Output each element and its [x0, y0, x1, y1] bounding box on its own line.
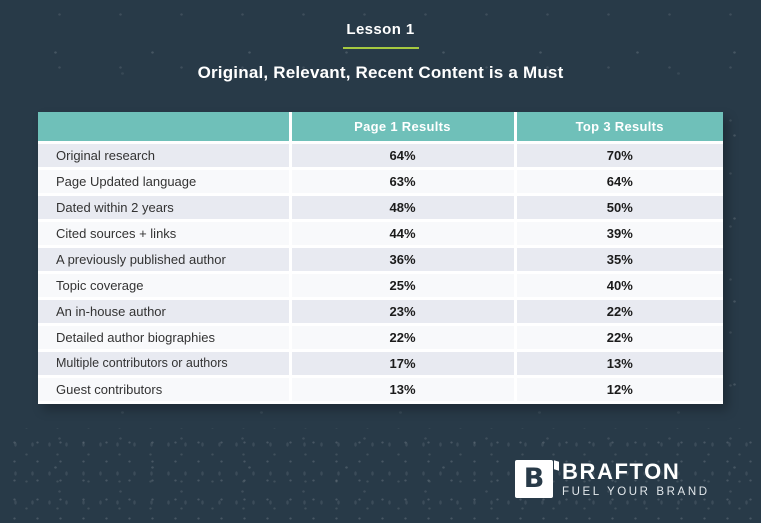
table-row: Topic coverage 25% 40%: [38, 272, 723, 300]
page-title: Original, Relevant, Recent Content is a …: [197, 63, 564, 82]
table-row: Page Updated language 63% 64%: [38, 168, 723, 196]
page1-value: 63%: [288, 168, 515, 196]
logo-letter: B: [523, 462, 545, 494]
page1-value: 36%: [288, 246, 515, 274]
page1-value: 44%: [288, 220, 515, 248]
row-label: An in-house author: [38, 298, 290, 326]
row-label: A previously published author: [38, 246, 290, 274]
top3-value: 12%: [513, 376, 723, 404]
page1-results-header: Page 1 Results: [288, 112, 515, 144]
logo-flag-icon: [554, 460, 559, 471]
table-row: A previously published author 36% 35%: [38, 246, 723, 274]
top3-value: 22%: [513, 298, 723, 326]
accent-underline: [342, 47, 419, 49]
top3-value: 13%: [513, 350, 723, 378]
page1-value: 13%: [288, 376, 515, 404]
page1-value: 23%: [288, 298, 515, 326]
row-label: Guest contributors: [38, 376, 290, 404]
top3-value: 64%: [513, 168, 723, 196]
page1-value: 22%: [288, 324, 515, 352]
table-row: Dated within 2 years 48% 50%: [38, 194, 723, 222]
lesson-label: Lesson 1: [346, 21, 415, 38]
top3-value: 70%: [513, 142, 723, 170]
row-label: Cited sources + links: [38, 220, 290, 248]
row-label: Original research: [38, 142, 290, 170]
page1-value: 64%: [288, 142, 515, 170]
table-row: Cited sources + links 44% 39%: [38, 220, 723, 248]
top3-value: 22%: [513, 324, 723, 352]
top3-value: 50%: [513, 194, 723, 222]
table-body: Original research 64% 70% Page Updated lang…: [38, 142, 723, 404]
row-label: Page Updated language: [38, 168, 290, 196]
top3-value: 40%: [513, 272, 723, 300]
brand-footer: B BRAFTON FUEL YOUR BRAND: [515, 460, 710, 499]
row-label: Dated within 2 years: [38, 194, 290, 222]
brand-tagline: FUEL YOUR BRAND: [562, 486, 710, 498]
row-label: Topic coverage: [38, 272, 290, 300]
page1-value: 17%: [288, 350, 515, 378]
table-row: Detailed author biographies 22% 22%: [38, 324, 723, 352]
page1-value: 25%: [288, 272, 515, 300]
brand-name: BRAFTON: [562, 459, 681, 484]
table-row: Guest contributors 13% 12%: [38, 376, 723, 404]
page1-value: 48%: [288, 194, 515, 222]
table-row: Original research 64% 70%: [38, 142, 723, 170]
top3-value: 39%: [513, 220, 723, 248]
top3-value: 35%: [513, 246, 723, 274]
table-header-row: Page 1 Results Top 3 Results: [38, 112, 723, 144]
results-table: Page 1 Results Top 3 Results Original re…: [38, 112, 723, 404]
table-row: An in-house author 23% 22%: [38, 298, 723, 326]
brand-text-block: BRAFTON FUEL YOUR BRAND: [562, 460, 710, 499]
top3-results-header: Top 3 Results: [513, 112, 723, 144]
row-label: Multiple contributors or authors: [38, 350, 290, 378]
corner-header-cell: [38, 112, 290, 144]
row-label: Detailed author biographies: [38, 324, 290, 352]
brafton-logo-icon: B: [515, 460, 559, 498]
table-row: Multiple contributors or authors 17% 13%: [38, 350, 723, 378]
